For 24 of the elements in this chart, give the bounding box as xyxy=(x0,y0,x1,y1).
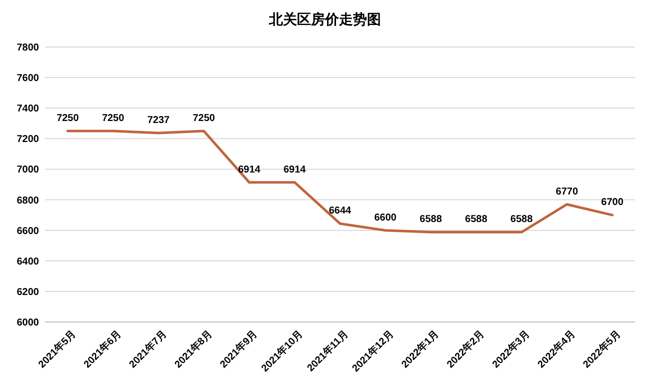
data-label: 6914 xyxy=(283,164,306,176)
data-label: 7250 xyxy=(192,113,216,124)
data-label: 6588 xyxy=(510,214,534,226)
y-tick-label: 6600 xyxy=(16,226,40,237)
y-tick-label: 6000 xyxy=(16,318,40,328)
data-label: 6588 xyxy=(465,214,488,226)
data-label: 6914 xyxy=(238,164,261,176)
y-tick-label: 7400 xyxy=(16,104,40,115)
data-label: 6770 xyxy=(556,186,578,198)
data-label: 6700 xyxy=(601,197,624,208)
y-tick-label: 6400 xyxy=(16,256,40,268)
data-label: 7250 xyxy=(56,113,80,124)
data-label: 7250 xyxy=(102,113,125,124)
y-tick-label: 6800 xyxy=(16,195,40,206)
data-label: 6600 xyxy=(374,212,397,224)
y-tick-label: 7800 xyxy=(16,42,40,54)
y-tick-label: 7000 xyxy=(16,164,40,176)
chart-title: 北关区房价走势图 xyxy=(268,11,381,27)
data-label: 7237 xyxy=(147,115,170,126)
y-tick-label: 7200 xyxy=(16,134,40,146)
data-label: 6588 xyxy=(420,214,442,226)
y-tick-label: 7600 xyxy=(16,73,40,84)
data-label: 6644 xyxy=(328,206,352,217)
y-tick-label: 6200 xyxy=(16,286,40,298)
